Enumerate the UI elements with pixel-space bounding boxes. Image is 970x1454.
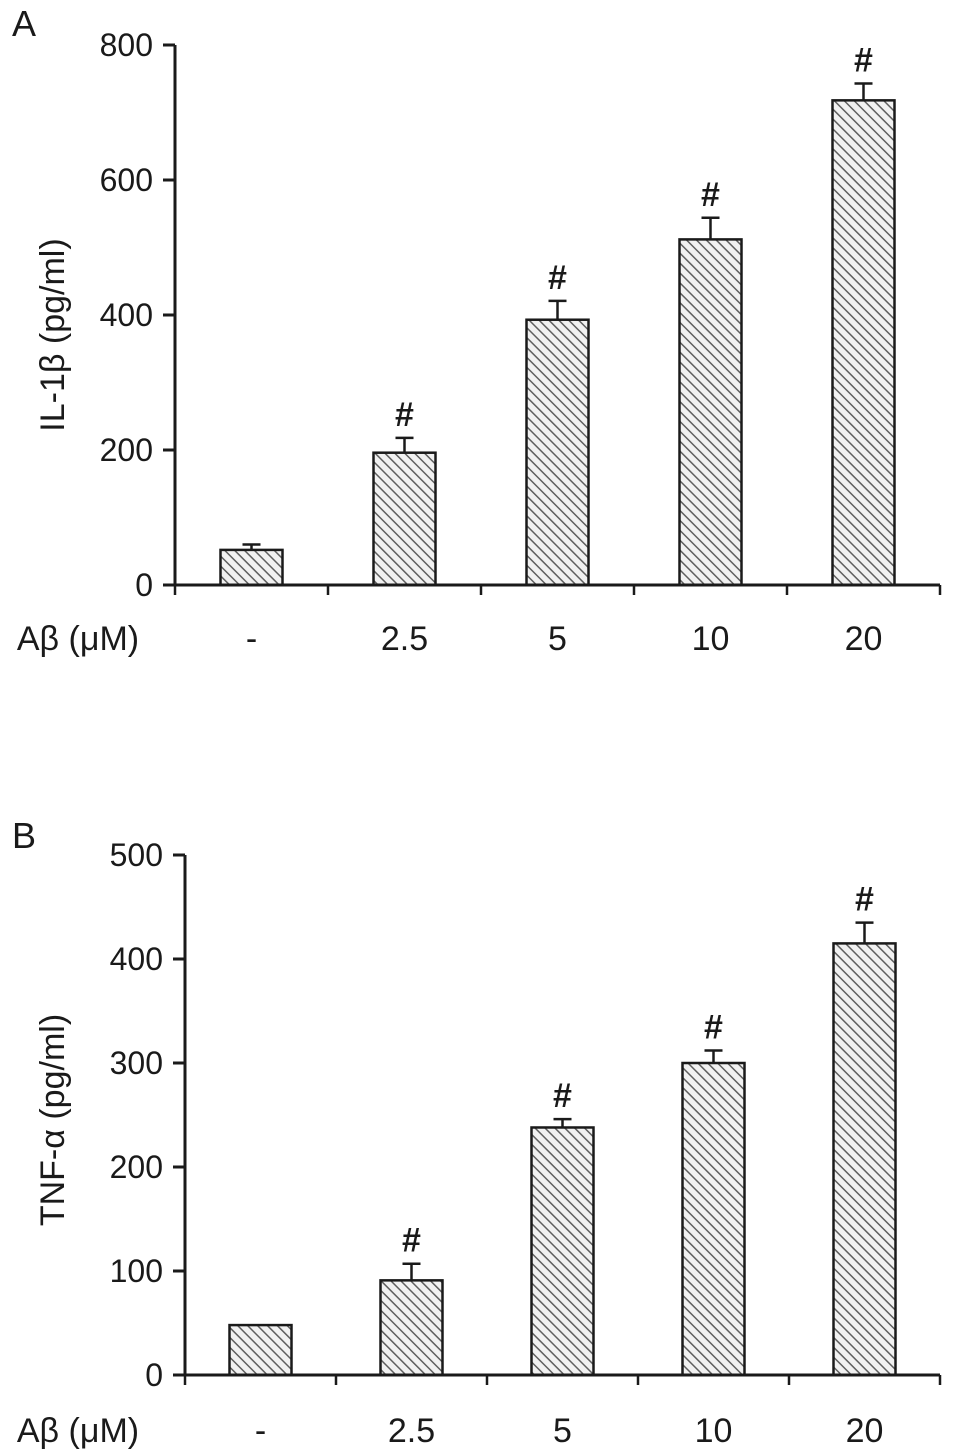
category-label: 10 <box>692 620 730 658</box>
y-tick-label: 400 <box>110 941 163 977</box>
bar <box>678 238 743 587</box>
significance-marker: # <box>553 1077 572 1115</box>
x-axis-title: Aβ (μM) <box>17 620 139 658</box>
y-tick-label: 100 <box>110 1253 163 1289</box>
y-tick-label: 800 <box>100 27 153 63</box>
category-label: 10 <box>695 1412 733 1450</box>
y-tick-label: 0 <box>145 1357 163 1393</box>
y-tick-label: 400 <box>100 297 153 333</box>
category-label: 5 <box>548 620 567 658</box>
y-axis-title: TNF-α (pg/ml) <box>34 1014 72 1226</box>
bar <box>530 1126 595 1377</box>
bar <box>681 1061 746 1377</box>
y-tick-label: 0 <box>135 567 153 603</box>
category-label: 2.5 <box>381 620 428 658</box>
panel-A: 0 200 400 600 800 - #2.5 #5 #10 #20 A IL-1β (pg/ml)… <box>12 3 942 658</box>
category-label: 20 <box>846 1412 884 1450</box>
y-tick-label: 200 <box>110 1149 163 1185</box>
significance-marker: # <box>701 176 720 214</box>
bar <box>372 451 437 587</box>
y-tick-label: 600 <box>100 162 153 198</box>
category-label: - <box>255 1412 266 1450</box>
bar <box>228 1323 293 1377</box>
significance-marker: # <box>855 881 874 919</box>
bar <box>832 942 897 1377</box>
y-tick-label: 500 <box>110 837 163 873</box>
significance-marker: # <box>704 1009 723 1047</box>
bar <box>379 1279 444 1377</box>
panel-B: 0 100 200 300 400 500 - #2.5 #5 #10 #20 B TNF-α (pg/… <box>12 815 942 1450</box>
category-label: 5 <box>553 1412 572 1450</box>
significance-marker: # <box>395 396 414 434</box>
category-label: - <box>246 620 257 658</box>
y-tick-label: 200 <box>100 432 153 468</box>
significance-marker: # <box>548 259 567 297</box>
bar <box>525 318 590 587</box>
panel-label: A <box>12 3 36 44</box>
category-label: 2.5 <box>388 1412 435 1450</box>
significance-marker: # <box>854 41 873 79</box>
bar <box>831 99 896 587</box>
y-axis-title: IL-1β (pg/ml) <box>34 238 72 431</box>
x-axis-title: Aβ (μM) <box>17 1412 139 1450</box>
bar <box>219 548 284 587</box>
category-label: 20 <box>845 620 883 658</box>
y-tick-label: 300 <box>110 1045 163 1081</box>
panel-label: B <box>12 815 36 856</box>
significance-marker: # <box>402 1222 421 1260</box>
